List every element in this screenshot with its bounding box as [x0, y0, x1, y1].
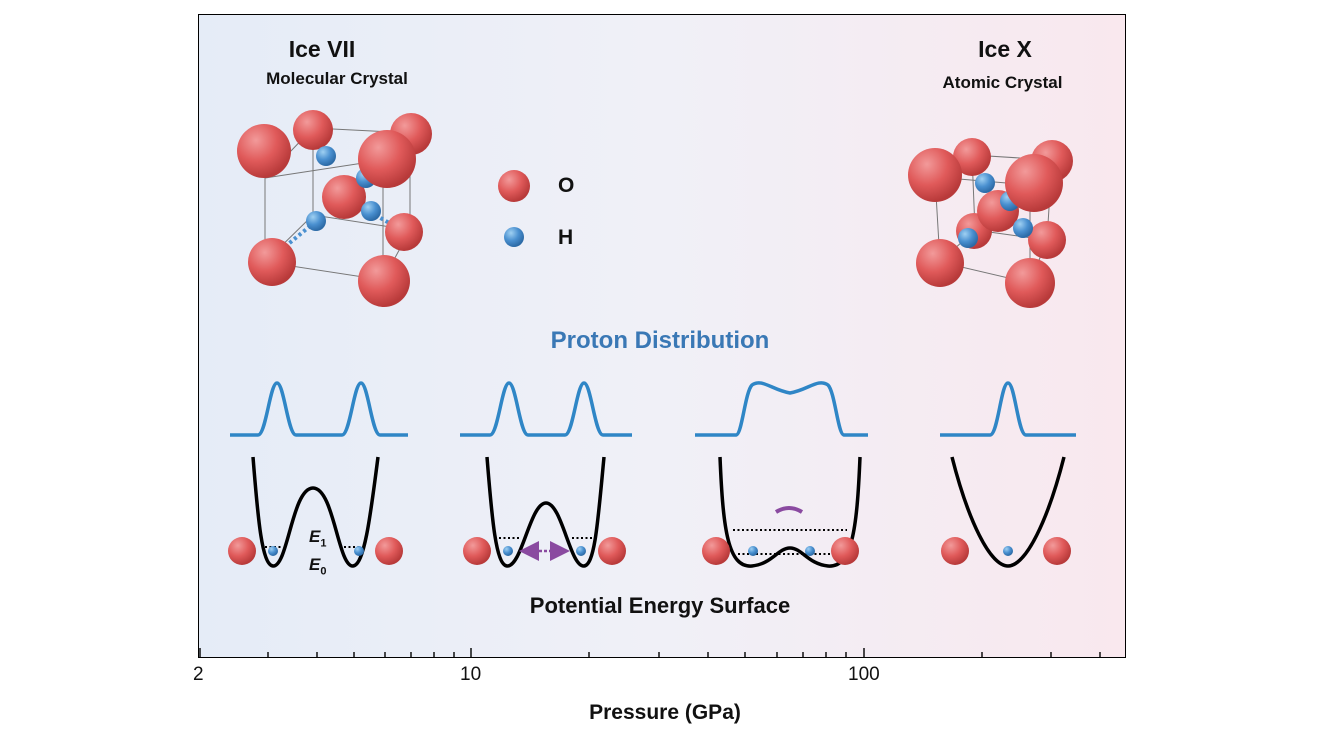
- oxygen-atom: [831, 537, 859, 565]
- ice-x-crystal: [908, 138, 1073, 308]
- legend-oxygen-label: O: [558, 174, 575, 197]
- energy-level-e1-label: E1: [309, 527, 327, 550]
- oxygen-atom: [916, 239, 964, 287]
- oxygen-atom: [322, 175, 366, 219]
- pes-title: Potential Energy Surface: [529, 593, 791, 618]
- hydrogen-atom: [1003, 546, 1013, 556]
- hydrogen-atom: [748, 546, 758, 556]
- hydrogen-atom: [361, 201, 381, 221]
- oxygen-atom: [358, 255, 410, 307]
- plot-frame: [198, 14, 1126, 658]
- legend-oxygen-symbol: [498, 170, 530, 202]
- oxygen-atom: [375, 537, 403, 565]
- proton-distribution-title: Proton Distribution: [550, 327, 770, 354]
- hydrogen-atom: [576, 546, 586, 556]
- ice-x-subtitle: Atomic Crystal: [942, 73, 1063, 92]
- oxygen-atom: [385, 213, 423, 251]
- hydrogen-atom: [268, 546, 278, 556]
- legend-hydrogen-symbol: [504, 227, 524, 247]
- proton-distribution-curve-1: [230, 381, 408, 437]
- oxygen-atom: [358, 130, 416, 188]
- ice-vii-subtitle: Molecular Crystal: [266, 69, 408, 88]
- hydrogen-atom: [975, 173, 995, 193]
- hydrogen-atom: [1013, 218, 1033, 238]
- oxygen-atom: [237, 124, 291, 178]
- x-tick-label: 100: [848, 664, 880, 685]
- oxygen-atom: [1005, 258, 1055, 308]
- hydrogen-atom: [316, 146, 336, 166]
- oxygen-atom: [248, 238, 296, 286]
- delocalization-mark: [774, 506, 804, 514]
- ice-vii-crystal: [237, 110, 432, 307]
- oxygen-atom: [598, 537, 626, 565]
- proton-distribution-curve-2: [460, 381, 632, 437]
- oxygen-atom: [941, 537, 969, 565]
- proton-distribution-curve-3: [695, 381, 868, 437]
- pes-curve-4: [950, 456, 1066, 568]
- legend-hydrogen-label: H: [558, 226, 574, 249]
- x-axis-label: Pressure (GPa): [589, 701, 741, 724]
- hydrogen-atom: [503, 546, 513, 556]
- oxygen-atom: [463, 537, 491, 565]
- oxygen-atom: [228, 537, 256, 565]
- oxygen-atom: [908, 148, 962, 202]
- oxygen-atom: [1005, 154, 1063, 212]
- pes-curve-2: [485, 456, 606, 568]
- pes-atoms: [228, 537, 1071, 565]
- hydrogen-atom: [354, 546, 364, 556]
- x-tick-label: 2: [193, 664, 204, 685]
- oxygen-atom: [1028, 221, 1066, 259]
- oxygen-atom: [293, 110, 333, 150]
- x-tick-label: 10: [460, 664, 482, 685]
- hydrogen-atom: [306, 211, 326, 231]
- hydrogen-atom: [958, 228, 978, 248]
- oxygen-atom: [953, 138, 991, 176]
- energy-level-e0-label: E0: [309, 555, 327, 578]
- oxygen-atom: [1043, 537, 1071, 565]
- ice-x-title: Ice X: [978, 36, 1032, 62]
- ice-vii-title: Ice VII: [288, 36, 356, 62]
- proton-distribution-curve-4: [940, 381, 1076, 437]
- oxygen-atom: [702, 537, 730, 565]
- hydrogen-atom: [805, 546, 815, 556]
- x-axis-ticks: [199, 648, 1101, 658]
